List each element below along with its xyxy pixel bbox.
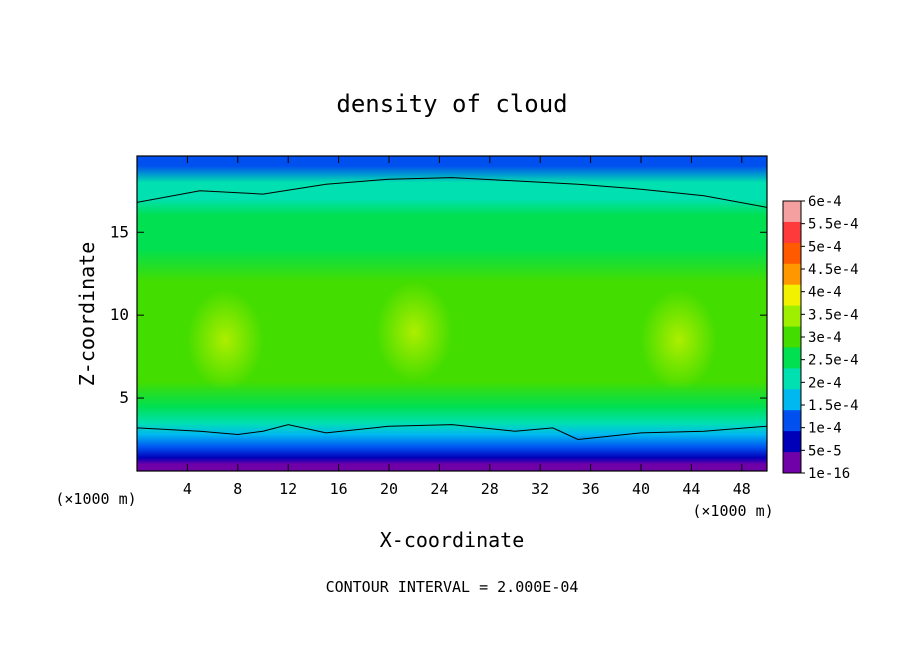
y-unit-label: (×1000 m) xyxy=(55,490,136,508)
colorbar: 6e-4 5.5e-4 5e-4 4.5e-4 4e-4 3.5e-4 3e-4 2.5e-4… xyxy=(782,194,859,482)
colorbar-label: 5e-4 xyxy=(808,239,842,255)
colorbar-swatch xyxy=(783,284,801,307)
y-tick-label: 5 xyxy=(119,388,129,407)
colorbar-swatch xyxy=(783,368,801,390)
plot-area xyxy=(137,156,767,471)
colorbar-swatch xyxy=(783,431,801,453)
x-tick-label: 28 xyxy=(481,480,499,498)
colorbar-label: 4e-4 xyxy=(808,285,842,301)
density-maximum-2 xyxy=(640,290,717,391)
x-tick-label: 12 xyxy=(279,480,297,498)
colorbar-label: 1.5e-4 xyxy=(808,398,859,414)
colorbar-label: 4.5e-4 xyxy=(808,262,859,278)
x-tick-label: 8 xyxy=(233,480,242,498)
y-axis-label: Z-coordinate xyxy=(75,242,99,387)
density-maximum-1 xyxy=(187,290,264,391)
y-tick-label: 15 xyxy=(110,222,129,241)
y-tick-label: 10 xyxy=(110,305,129,324)
chart-title: density of cloud xyxy=(336,90,567,118)
contour-interval-note: CONTOUR INTERVAL = 2.000E-04 xyxy=(326,578,579,596)
x-unit-label: (×1000 m) xyxy=(692,502,773,520)
colorbar-label: 5e-5 xyxy=(808,443,842,459)
colorbar-swatch xyxy=(783,221,801,244)
colorbar-swatch xyxy=(783,452,801,474)
colorbar-swatch xyxy=(783,389,801,411)
x-tick-label: 40 xyxy=(632,480,650,498)
contour-line-upper xyxy=(137,177,767,208)
x-tick-label: 4 xyxy=(183,480,192,498)
x-tick-label: 16 xyxy=(330,480,348,498)
x-tick-label: 48 xyxy=(733,480,751,498)
colorbar-swatch xyxy=(783,201,801,223)
x-tick-label: 20 xyxy=(380,480,398,498)
x-axis-label: X-coordinate xyxy=(380,528,525,552)
colorbar-swatch xyxy=(783,326,801,348)
y-axis: 5 10 15 xyxy=(110,222,767,407)
colorbar-label: 2.5e-4 xyxy=(808,353,859,369)
colorbar-label: 3e-4 xyxy=(808,330,842,346)
colorbar-label: 2e-4 xyxy=(808,375,842,391)
colorbar-label: 5.5e-4 xyxy=(808,217,859,233)
colorbar-label: 1e-16 xyxy=(808,466,850,482)
x-tick-label: 24 xyxy=(430,480,448,498)
x-tick-label: 44 xyxy=(682,480,700,498)
plot-frame xyxy=(136,155,768,472)
density-maximum-3 xyxy=(376,281,453,382)
x-tick-label: 32 xyxy=(531,480,549,498)
colorbar-swatch xyxy=(783,305,801,328)
colorbar-swatch xyxy=(783,410,801,432)
x-tick-label: 36 xyxy=(582,480,600,498)
colorbar-swatch xyxy=(783,347,801,369)
colorbar-swatch xyxy=(783,263,801,286)
colorbar-label: 6e-4 xyxy=(808,194,842,210)
x-axis: 4 8 12 16 20 24 28 32 36 40 44 48 xyxy=(183,156,751,498)
colorbar-label: 3.5e-4 xyxy=(808,307,859,323)
contour-line-lower xyxy=(137,424,767,441)
colorbar-label: 1e-4 xyxy=(808,421,842,437)
colorbar-swatch xyxy=(783,242,801,265)
